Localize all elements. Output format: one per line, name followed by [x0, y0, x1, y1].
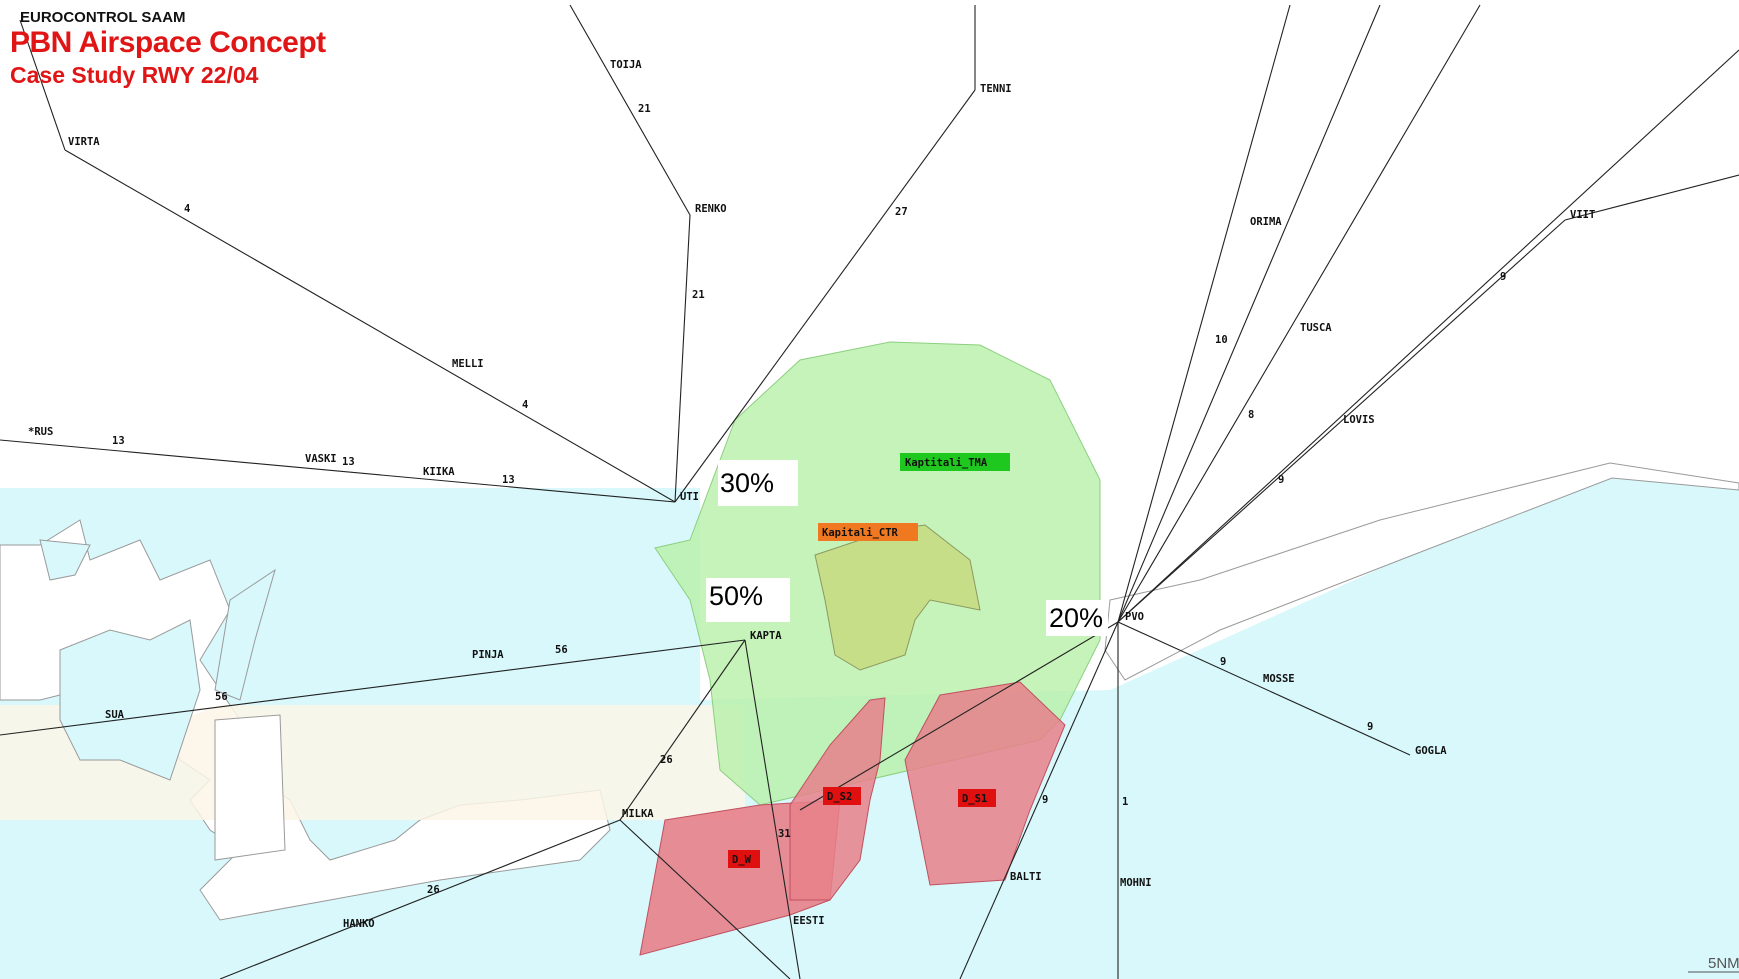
ctr-label: Kapitali_CTR	[822, 527, 899, 539]
scale-label: 5NM	[1708, 955, 1739, 972]
d-s2-label-bg	[823, 787, 861, 805]
wp-orima: ORIMA	[1250, 216, 1282, 228]
d-w-label-bg	[728, 850, 760, 868]
wp-melli: MELLI	[452, 358, 484, 370]
inlet-4	[39, 539, 91, 581]
seg-21b: 21	[692, 289, 705, 301]
seg-56b: 56	[215, 691, 228, 703]
wp-tenni: TENNI	[980, 83, 1012, 95]
tma-label-bg	[900, 453, 1010, 471]
wp-viit: VIIT	[1570, 209, 1595, 221]
wp-gogla: GOGLA	[1415, 745, 1447, 757]
seg-9c: 9	[1220, 656, 1226, 668]
d-s1-label: D_S1	[962, 793, 987, 805]
wp-eesti: EESTI	[793, 915, 825, 927]
tma-label: Kaptitali_TMA	[905, 457, 988, 469]
pct-20-bg	[1046, 600, 1108, 636]
seg-13a: 13	[112, 435, 125, 447]
d-w-label: D_W	[732, 854, 752, 866]
seg-9d: 9	[1367, 721, 1373, 733]
seg-4a: 4	[184, 203, 190, 215]
coast-land-east	[1104, 462, 1739, 681]
seg-1: 1	[1122, 796, 1128, 808]
inlet-1	[59, 619, 201, 781]
d-s1-label-bg	[958, 789, 996, 807]
wp-pinja: PINJA	[472, 649, 504, 661]
seg-56a: 56	[555, 644, 568, 656]
seg-9a: 9	[1500, 271, 1506, 283]
seg-27: 27	[895, 206, 908, 218]
pct-30: 30%	[720, 468, 774, 498]
wp-vaski: VASKI	[305, 453, 337, 465]
seg-13c: 13	[502, 474, 515, 486]
wp-toija: TOIJA	[610, 59, 642, 71]
wp-sua: SUA	[105, 709, 125, 721]
pct-30-bg	[718, 460, 798, 506]
inlet-3	[214, 714, 286, 861]
wp-lovis: LOVIS	[1343, 414, 1375, 426]
seg-10: 10	[1215, 334, 1228, 346]
seg-13b: 13	[342, 456, 355, 468]
org-name: EUROCONTROL SAAM	[20, 9, 186, 26]
route-lines	[0, 4, 1739, 979]
inlet-2	[214, 568, 276, 701]
seg-21a: 21	[638, 103, 651, 115]
wp-uti: UTI	[680, 491, 699, 503]
seg-8: 8	[1248, 409, 1254, 421]
wp-pvo: PVO	[1125, 611, 1144, 623]
seg-9b: 9	[1278, 474, 1284, 486]
page-title: PBN Airspace Concept	[10, 26, 326, 59]
seg-26a: 26	[660, 754, 673, 766]
wp-milka: MILKA	[622, 808, 654, 820]
wp-hanko: HANKO	[343, 918, 375, 930]
wp-kiika: KIIKA	[423, 466, 455, 478]
wp-rus: *RUS	[28, 426, 53, 438]
danger-area-d-s1	[904, 681, 1066, 886]
pct-20: 20%	[1049, 603, 1103, 633]
wp-mohni: MOHNI	[1120, 877, 1152, 889]
beige-band	[0, 705, 745, 820]
d-s2-label: D_S2	[827, 791, 852, 803]
wp-tusca: TUSCA	[1300, 322, 1332, 334]
wp-renko: RENKO	[695, 203, 727, 215]
page-subtitle: Case Study RWY 22/04	[10, 62, 259, 88]
wp-mosse: MOSSE	[1263, 673, 1295, 685]
seg-4b: 4	[522, 399, 528, 411]
ctr-area	[814, 524, 981, 671]
pct-50-bg	[706, 578, 790, 622]
wp-kapta: KAPTA	[750, 630, 782, 642]
wp-virta: VIRTA	[68, 136, 100, 148]
seg-9e: 9	[1042, 794, 1048, 806]
seg-31: 31	[778, 828, 791, 840]
ctr-label-bg	[818, 523, 918, 541]
seg-26b: 26	[427, 884, 440, 896]
pct-50: 50%	[709, 581, 763, 611]
wp-balti: BALTI	[1010, 871, 1042, 883]
